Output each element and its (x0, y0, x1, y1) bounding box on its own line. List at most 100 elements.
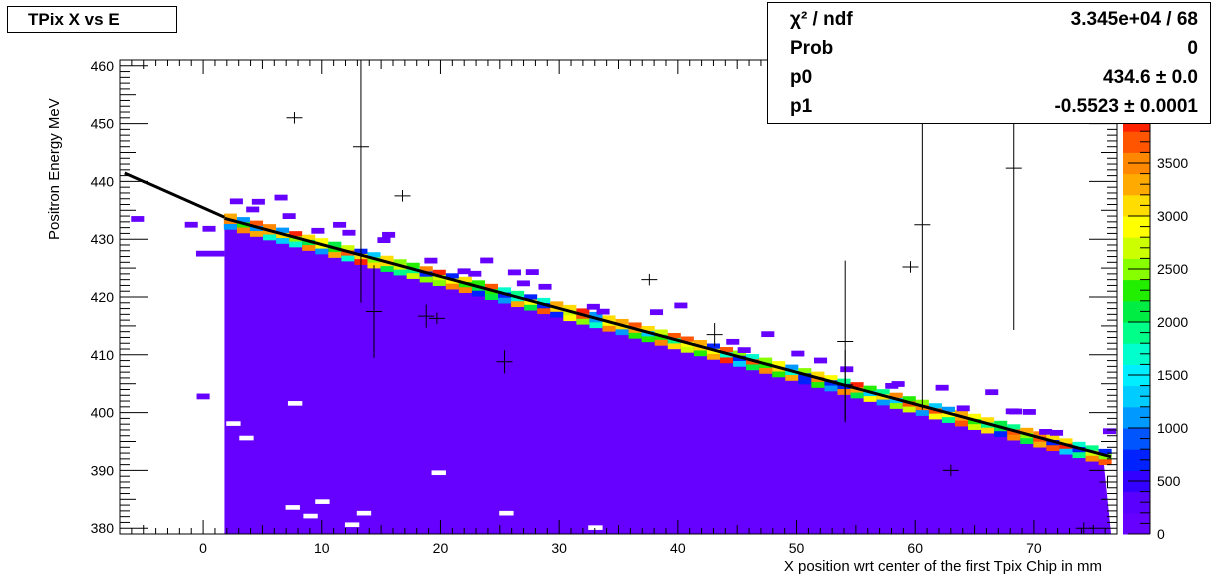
heatmap-cell (445, 283, 459, 290)
colorbar-segment (1123, 300, 1150, 323)
heatmap-cell (746, 359, 760, 366)
colorbar-segment (1123, 131, 1150, 153)
heatmap-cell (302, 234, 316, 241)
y-tick-label: 450 (91, 116, 115, 132)
histogram-band-fill (224, 216, 1112, 534)
heatmap-cell (249, 231, 264, 237)
heatmap-cell (954, 410, 969, 417)
heatmap-cell (1085, 445, 1099, 452)
heatmap-cell (981, 422, 995, 429)
profile-point (286, 112, 303, 124)
heatmap-cell (850, 392, 864, 399)
heatmap-cell (468, 270, 482, 277)
empty-bin (285, 505, 300, 510)
heatmap-cell (628, 327, 642, 334)
heatmap-cell (424, 257, 438, 264)
heatmap-cell (276, 238, 290, 244)
x-tick-label: 60 (907, 540, 923, 556)
heatmap-cell (445, 278, 459, 285)
heatmap-cell (589, 322, 603, 329)
heatmap-cell (837, 389, 851, 395)
heatmap-cell (457, 268, 471, 275)
stats-row-chi2: χ² / ndf 3.345e+04 / 68 (790, 9, 1198, 37)
heatmap-cell (511, 301, 525, 308)
heatmap-cell (563, 304, 577, 311)
heatmap-cell (798, 368, 812, 374)
colorbar-tick-label: 1000 (1157, 420, 1188, 436)
heatmap-cell (249, 220, 264, 227)
colorbar-segment (1123, 512, 1150, 535)
heatmap-cell (342, 229, 356, 236)
heatmap-cell (693, 350, 707, 357)
heatmap-cell (524, 304, 538, 311)
profile-point (641, 273, 658, 286)
heatmap-cell (471, 290, 485, 297)
x-tick-label: 40 (670, 540, 686, 556)
heatmap-cell (406, 267, 420, 274)
heatmap-cell (419, 276, 433, 283)
heatmap-cell (706, 348, 720, 355)
fit-statistics-box: χ² / ndf 3.345e+04 / 68 Prob 0 p0 434.6 … (767, 2, 1211, 124)
x-tick-label: 50 (789, 540, 805, 556)
heatmap-cell (263, 234, 277, 241)
heatmap-cell (289, 241, 303, 248)
heatmap-cell (282, 213, 296, 219)
heatmap-cell (302, 239, 316, 246)
heatmap-cell (393, 264, 407, 271)
heatmap-cell (649, 309, 664, 316)
heatmap-cell (628, 322, 642, 329)
heatmap-cell (576, 313, 590, 320)
heatmap-cell (902, 406, 916, 413)
y-tick-label: 460 (91, 58, 115, 74)
heatmap-cell (954, 415, 969, 422)
empty-bin (588, 525, 603, 530)
heatmap-cell (733, 355, 747, 362)
heatmap-cell (674, 302, 688, 309)
colorbar-tick-label: 3500 (1157, 155, 1188, 171)
heatmap-cell (837, 383, 851, 390)
colorbar-segment (1123, 491, 1150, 514)
heatmap-cell (315, 238, 329, 244)
heatmap-cell (994, 431, 1008, 437)
y-tick-label: 430 (91, 231, 115, 247)
heatmap-cell (589, 311, 603, 318)
heatmap-cell (968, 418, 982, 425)
heatmap-cell (550, 311, 564, 318)
heatmap-cell (840, 366, 854, 373)
heatmap-cell (994, 425, 1008, 432)
heatmap-cell (981, 417, 995, 424)
stats-row-prob: Prob 0 (790, 38, 1198, 66)
heatmap-cell (863, 396, 877, 402)
heatmap-cell (341, 245, 355, 251)
heatmap-cell (511, 290, 525, 297)
histogram-band (224, 216, 1112, 534)
heatmap-cell (1085, 450, 1099, 457)
heatmap-cell (537, 303, 551, 309)
heatmap-cell (772, 361, 786, 367)
heatmap-cell (289, 231, 303, 237)
heatmap-cell (719, 347, 734, 353)
stats-row-p0: p0 434.6 ± 0.0 (790, 67, 1198, 95)
heatmap-cell (602, 325, 616, 332)
heatmap-cell (785, 369, 799, 376)
heatmap-cell (432, 280, 446, 286)
heatmap-cell (1098, 459, 1112, 466)
heatmap-cell (798, 378, 812, 385)
heatmap-cell (246, 206, 260, 213)
y-tick-label: 410 (91, 347, 115, 363)
colorbar-tick-label: 500 (1157, 473, 1181, 489)
colorbar: 0 500 1000 1500 2000 2500 3000 3500 (1123, 109, 1188, 542)
heatmap-cell (928, 403, 942, 410)
heatmap-cell (641, 331, 655, 337)
heatmap-cell (641, 325, 655, 332)
colorbar-tick-label: 2500 (1157, 261, 1188, 277)
heatmap-cell (902, 401, 916, 408)
heatmap-cell (223, 218, 237, 225)
heatmap-cell (693, 345, 707, 351)
heatmap-cell (680, 336, 694, 343)
heatmap-cell (406, 262, 420, 269)
heatmap-cell (737, 347, 751, 354)
heatmap-cell (586, 303, 600, 310)
colorbar-segment (1123, 279, 1150, 302)
heatmap-cell (811, 382, 825, 388)
